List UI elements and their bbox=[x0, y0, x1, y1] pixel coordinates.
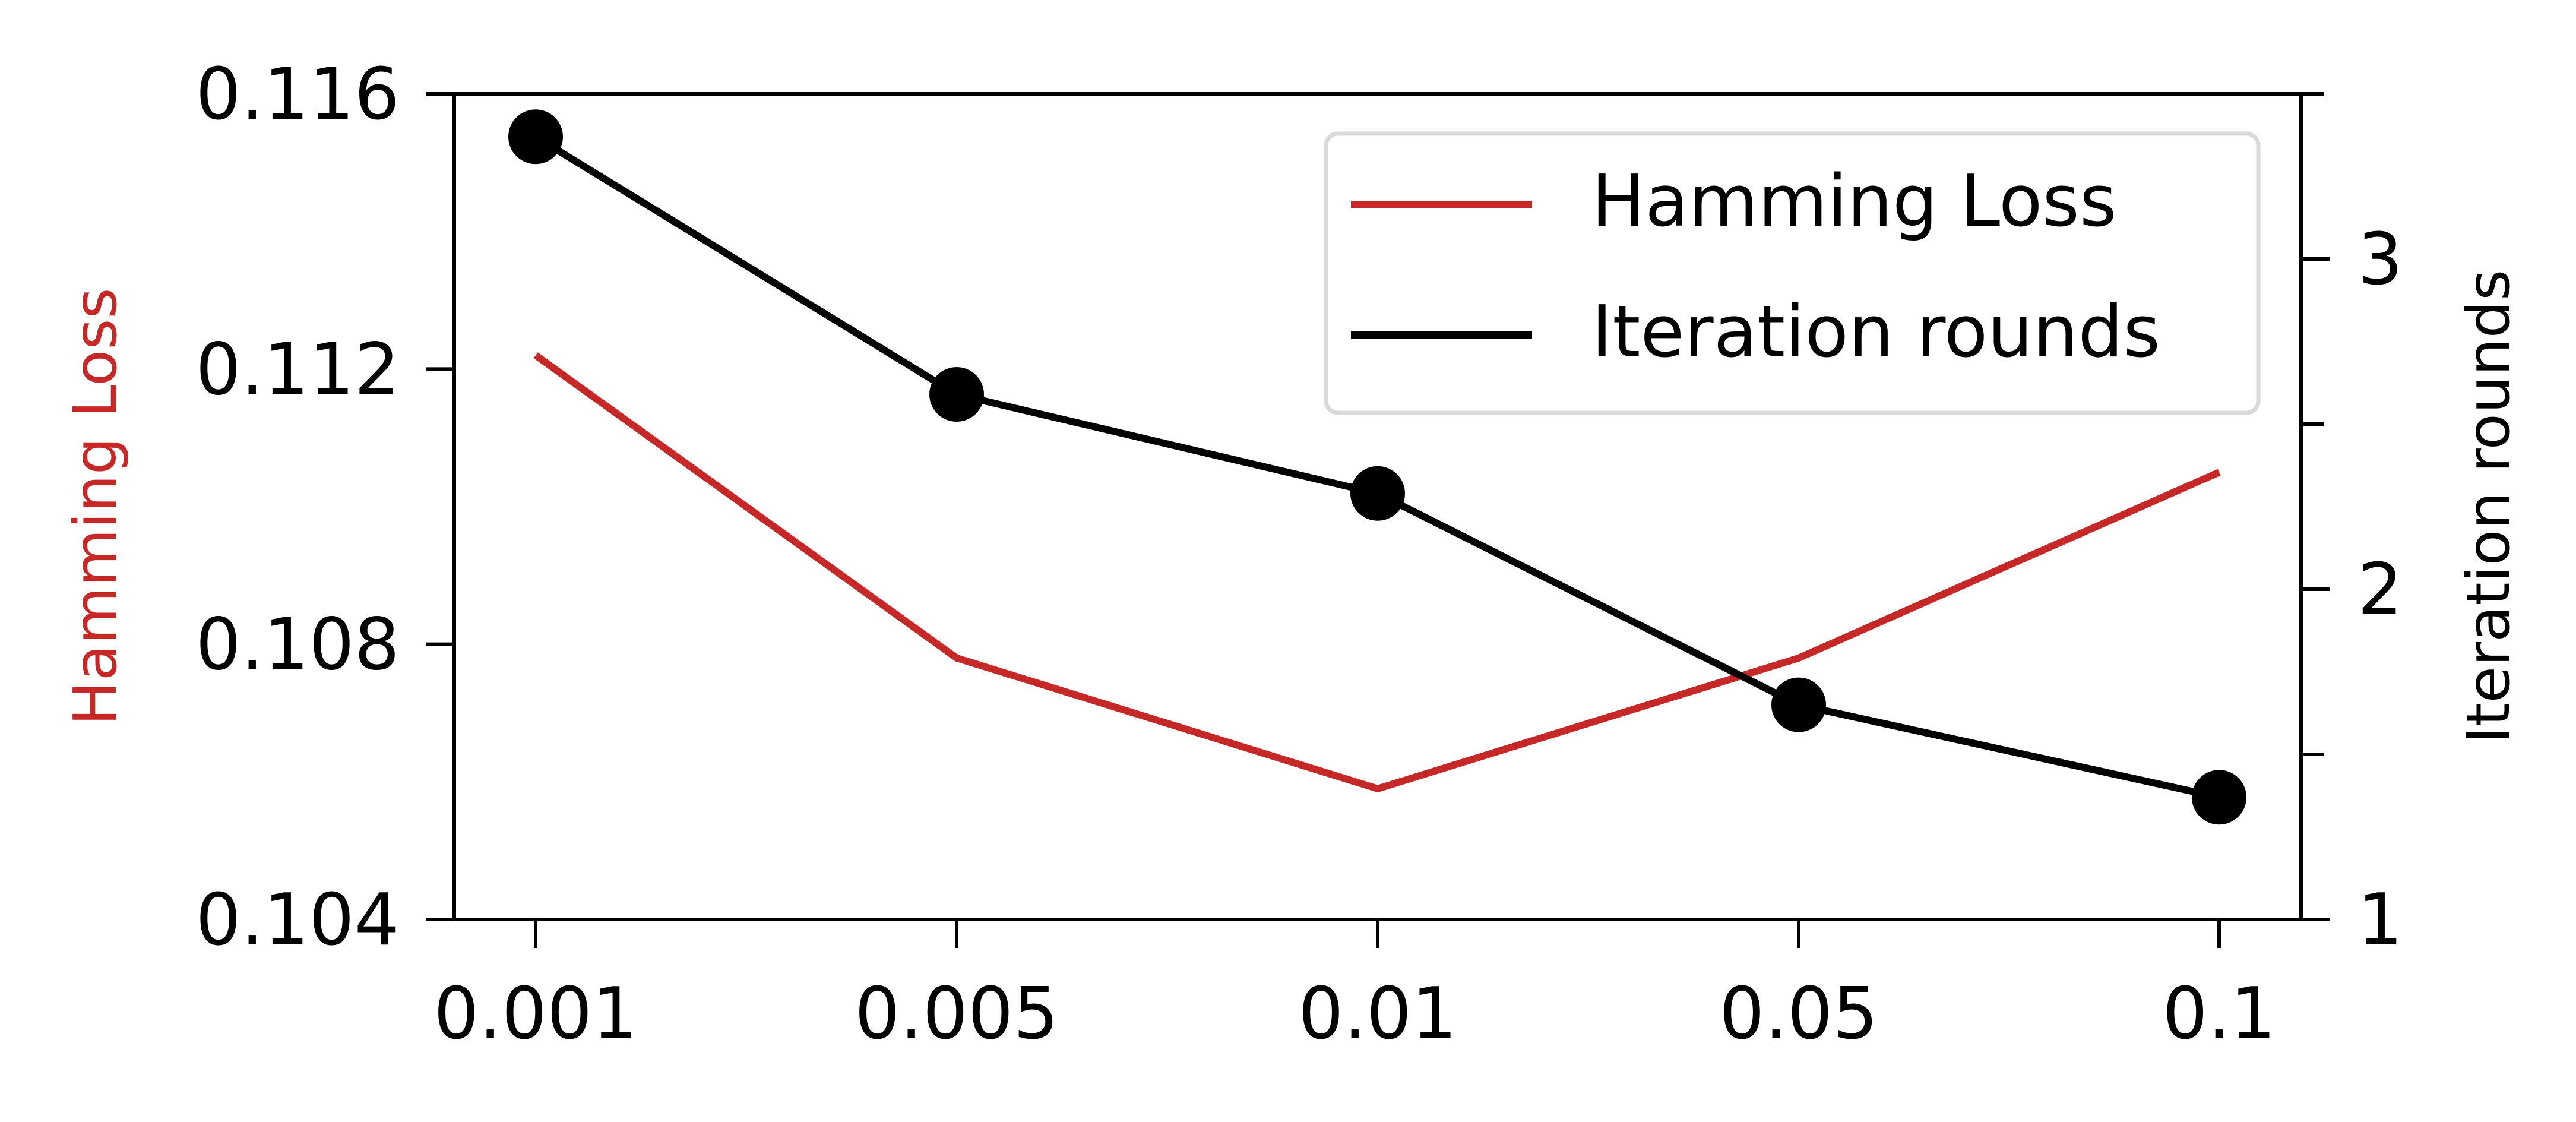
right-y-axis: 1 2 3 bbox=[2301, 92, 2403, 962]
left-axis-label: Hamming Loss bbox=[61, 287, 130, 725]
x-tick-label: 0.005 bbox=[855, 973, 1059, 1055]
x-tick-label: 0.001 bbox=[433, 973, 638, 1055]
iteration-rounds-point bbox=[2192, 770, 2246, 825]
left-tick-label: 0.116 bbox=[195, 53, 400, 136]
right-tick-label: 1 bbox=[2357, 879, 2403, 962]
left-y-axis: 0.104 0.108 0.112 0.116 bbox=[195, 53, 454, 962]
iteration-rounds-point bbox=[1350, 466, 1405, 521]
hamming-loss-line bbox=[533, 352, 2221, 792]
x-tick-label: 0.05 bbox=[1719, 973, 1878, 1055]
legend-label-iteration-rounds: Iteration rounds bbox=[1591, 291, 2160, 374]
left-tick-label: 0.108 bbox=[195, 604, 400, 687]
right-tick-label: 2 bbox=[2357, 549, 2403, 631]
right-axis-label: Iteration rounds bbox=[2454, 270, 2523, 744]
iteration-rounds-point bbox=[508, 109, 563, 165]
right-tick-label: 3 bbox=[2357, 219, 2403, 301]
left-tick-label: 0.104 bbox=[195, 879, 400, 962]
x-tick-label: 0.1 bbox=[2163, 973, 2276, 1055]
iteration-rounds-point bbox=[1771, 677, 1826, 732]
x-axis: 0.001 0.005 0.01 0.05 0.1 bbox=[433, 919, 2276, 1055]
series-layer bbox=[508, 109, 2246, 825]
legend-frame bbox=[1324, 131, 2261, 415]
legend: Hamming Loss Iteration rounds bbox=[1324, 131, 2261, 415]
left-tick-label: 0.112 bbox=[195, 328, 400, 411]
x-tick-label: 0.01 bbox=[1298, 973, 1457, 1055]
iteration-rounds-point bbox=[929, 366, 984, 422]
legend-label-hamming-loss: Hamming Loss bbox=[1591, 160, 2116, 243]
